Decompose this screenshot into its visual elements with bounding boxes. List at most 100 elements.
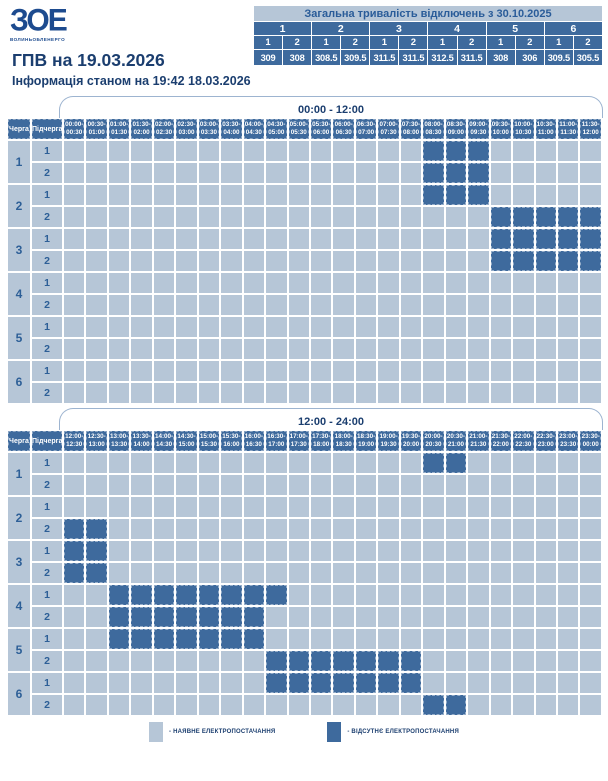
slot-cell	[310, 163, 332, 183]
slot-cell	[400, 519, 422, 539]
slot-cell	[468, 695, 489, 715]
slot-cell	[557, 229, 579, 249]
slot-cell	[468, 475, 489, 495]
time-slot-header: 01:30- 02:00	[131, 119, 152, 139]
slot-cell	[153, 163, 175, 183]
slot-cell	[535, 229, 556, 249]
slot-cell	[176, 563, 197, 583]
slot-cell	[243, 695, 265, 715]
slot-cell	[131, 141, 152, 161]
slot-cell	[400, 585, 422, 605]
slot-cell	[513, 585, 534, 605]
slot-cell	[513, 141, 534, 161]
slot-cell	[153, 383, 175, 403]
slot-cell	[86, 163, 107, 183]
slot-cell	[490, 695, 512, 715]
slot-cell	[333, 207, 354, 227]
slot-cell	[310, 453, 332, 473]
slot-cell	[266, 651, 287, 671]
slot-cell	[445, 383, 467, 403]
slot-cell	[310, 607, 332, 627]
subqueue-number: 1	[32, 541, 62, 561]
slot-cell	[64, 541, 85, 561]
slot-cell	[198, 673, 220, 693]
slot-cell	[221, 207, 242, 227]
subqueue-number: 2	[32, 163, 62, 183]
schedule-grid-am: Черга Підчерга 00:00- 00:30 00:30- 01:00 01:00…	[6, 117, 603, 405]
time-slot-header: 09:30- 10:00	[490, 119, 512, 139]
time-slot-header: 15:00- 15:30	[198, 431, 220, 451]
slot-cell	[86, 651, 107, 671]
slot-cell	[221, 541, 242, 561]
slot-cell	[355, 229, 377, 249]
slot-cell	[243, 651, 265, 671]
slot-cell	[266, 563, 287, 583]
slot-cell	[243, 585, 265, 605]
slot-cell	[333, 651, 354, 671]
summary-subqueue: 2	[283, 36, 312, 49]
slot-cell	[490, 629, 512, 649]
slot-cell	[400, 361, 422, 381]
time-slot-header: 11:30- 12:00	[580, 119, 601, 139]
slot-cell	[400, 383, 422, 403]
slot-cell	[557, 163, 579, 183]
slot-cell	[266, 207, 287, 227]
slot-cell	[580, 475, 601, 495]
slot-cell	[535, 141, 556, 161]
slot-cell	[243, 141, 265, 161]
queue-number: 3	[8, 229, 30, 271]
slot-cell	[378, 651, 399, 671]
slot-cell	[198, 273, 220, 293]
slot-cell	[333, 251, 354, 271]
slot-cell	[153, 229, 175, 249]
subqueue-column-header: Підчерга	[32, 119, 62, 139]
slot-cell	[378, 295, 399, 315]
time-slot-header: 17:00- 17:30	[288, 431, 309, 451]
slot-cell	[468, 273, 489, 293]
slot-cell	[131, 229, 152, 249]
slot-cell	[423, 207, 444, 227]
slot-cell	[153, 673, 175, 693]
time-slot-header: 23:00- 23:30	[557, 431, 579, 451]
time-slot-header: 20:00- 20:30	[423, 431, 444, 451]
slot-cell	[333, 317, 354, 337]
summary-queue: 4	[428, 22, 486, 35]
slot-cell	[468, 317, 489, 337]
slot-cell	[468, 673, 489, 693]
logo-mark-icon: ЗОЕ	[10, 3, 68, 38]
slot-cell	[176, 317, 197, 337]
slot-cell	[153, 563, 175, 583]
slot-cell	[445, 317, 467, 337]
slot-cell	[355, 339, 377, 359]
slot-cell	[108, 695, 130, 715]
slot-cell	[198, 541, 220, 561]
subqueue-number: 2	[32, 519, 62, 539]
slot-cell	[86, 207, 107, 227]
subqueue-number: 1	[32, 273, 62, 293]
slot-cell	[580, 383, 601, 403]
time-slot-header: 00:00- 00:30	[64, 119, 85, 139]
slot-cell	[288, 339, 309, 359]
slot-cell	[423, 185, 444, 205]
slot-cell	[557, 607, 579, 627]
time-slot-header: 12:30- 13:00	[86, 431, 107, 451]
slot-cell	[535, 383, 556, 403]
slot-cell	[580, 563, 601, 583]
slot-cell	[355, 295, 377, 315]
summary-total-hours: 311.5	[370, 50, 399, 65]
slot-cell	[243, 453, 265, 473]
slot-cell	[86, 317, 107, 337]
slot-cell	[288, 317, 309, 337]
time-slot-header: 13:30- 14:00	[131, 431, 152, 451]
slot-cell	[131, 563, 152, 583]
slot-cell	[86, 563, 107, 583]
slot-cell	[221, 673, 242, 693]
slot-cell	[310, 673, 332, 693]
time-slot-header: 11:00- 11:30	[557, 119, 579, 139]
slot-cell	[400, 251, 422, 271]
schedule-row: 2	[8, 475, 601, 495]
slot-cell	[176, 185, 197, 205]
